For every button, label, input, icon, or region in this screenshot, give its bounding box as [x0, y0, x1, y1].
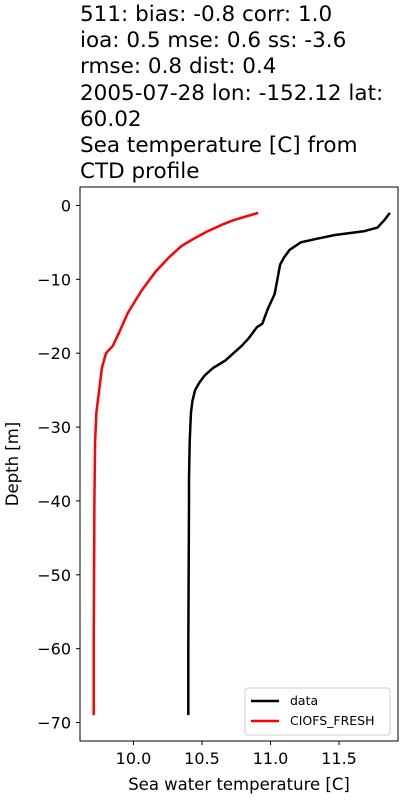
- title-line-4: 2005-07-28 lon: -152.12 lat:: [80, 80, 384, 106]
- title-line-3: rmse: 0.8 dist: 0.4: [80, 54, 277, 80]
- series-line-data: [187, 212, 391, 716]
- chart-title: 511: bias: -0.8 corr: 1.0 ioa: 0.5 mse: …: [80, 2, 400, 185]
- title-line-6: Sea temperature [C] from: [80, 133, 358, 159]
- x-tick-label: 11.0: [253, 749, 289, 768]
- legend-label-data: data: [290, 693, 318, 708]
- legend-label-ciofs-fresh: CIOFS_FRESH: [290, 713, 375, 728]
- title-line-2: ioa: 0.5 mse: 0.6 ss: -3.6: [80, 28, 347, 54]
- title-line-5: 60.02: [80, 106, 142, 132]
- y-tick-label: 0: [61, 196, 71, 215]
- y-tick-label: −30: [37, 418, 71, 437]
- y-tick-label: −70: [37, 714, 71, 733]
- series-line-ciofs-fresh: [92, 211, 259, 716]
- y-axis-label: Depth [m]: [3, 422, 22, 506]
- plot-frame: [79, 186, 399, 742]
- y-tick-label: −40: [37, 492, 71, 511]
- y-tick-label: −50: [37, 566, 71, 585]
- legend: data CIOFS_FRESH: [244, 687, 391, 736]
- x-tick-label: 10.5: [184, 749, 220, 768]
- y-tick-label: −10: [37, 270, 71, 289]
- legend-frame: [244, 687, 391, 736]
- title-line-1: 511: bias: -0.8 corr: 1.0: [80, 2, 333, 27]
- y-tick-label: −60: [37, 640, 71, 659]
- x-tick-label: 10.0: [116, 749, 152, 768]
- y-tick-label: −20: [37, 344, 71, 363]
- x-tick-label: 11.5: [321, 749, 357, 768]
- title-line-7: CTD profile: [80, 159, 200, 185]
- x-axis-label: Sea water temperature [C]: [128, 775, 350, 794]
